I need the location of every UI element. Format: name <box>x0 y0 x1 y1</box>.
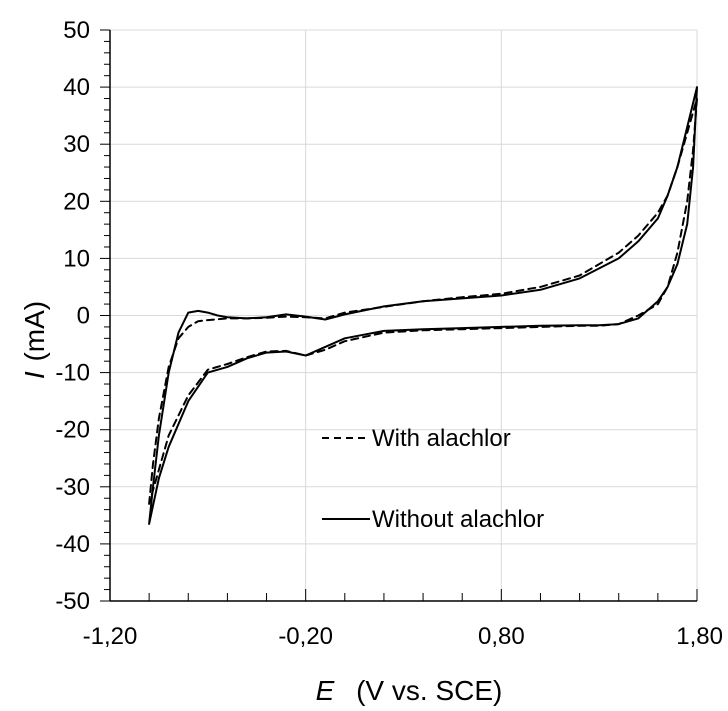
x-axis-title: E (V vs. SCE) <box>316 675 503 706</box>
x-tick-label: -1,20 <box>83 623 138 650</box>
legend: With alachlor Without alachlor <box>322 425 544 533</box>
y-tick-label: 50 <box>63 17 90 44</box>
series-lines <box>148 86 698 525</box>
y-tick-label: 10 <box>63 245 90 272</box>
y-tick-label: -40 <box>55 531 90 558</box>
axes <box>100 29 698 602</box>
y-tick-label: 0 <box>77 303 90 330</box>
legend-label-without-alachlor: Without alachlor <box>372 506 544 533</box>
y-tick-label: -50 <box>55 588 90 615</box>
y-axis-symbol: I <box>19 371 50 379</box>
x-tick-label: 0,80 <box>478 623 525 650</box>
y-axis-tick-labels: 50 40 30 20 10 0 -10 -20 -30 -40 -50 <box>55 17 90 615</box>
x-axis-tick-labels: -1,20 -0,20 0,80 1,80 <box>83 623 723 650</box>
grid-lines <box>110 29 698 601</box>
x-axis-symbol: E <box>316 675 335 706</box>
y-tick-label: -20 <box>55 417 90 444</box>
x-axis-unit: (V vs. SCE) <box>356 675 502 706</box>
y-tick-label: 30 <box>63 131 90 158</box>
y-tick-label: 20 <box>63 188 90 215</box>
y-tick-label: -10 <box>55 360 90 387</box>
y-axis-title: I (mA) <box>19 301 50 379</box>
legend-label-with-alachlor: With alachlor <box>372 425 511 452</box>
y-axis-unit: (mA) <box>19 301 50 362</box>
series-without-alachlor <box>148 86 698 525</box>
y-tick-label: 40 <box>63 74 90 101</box>
y-tick-label: -30 <box>55 474 90 501</box>
x-tick-label: -0,20 <box>278 623 333 650</box>
x-tick-label: 1,80 <box>676 623 723 650</box>
